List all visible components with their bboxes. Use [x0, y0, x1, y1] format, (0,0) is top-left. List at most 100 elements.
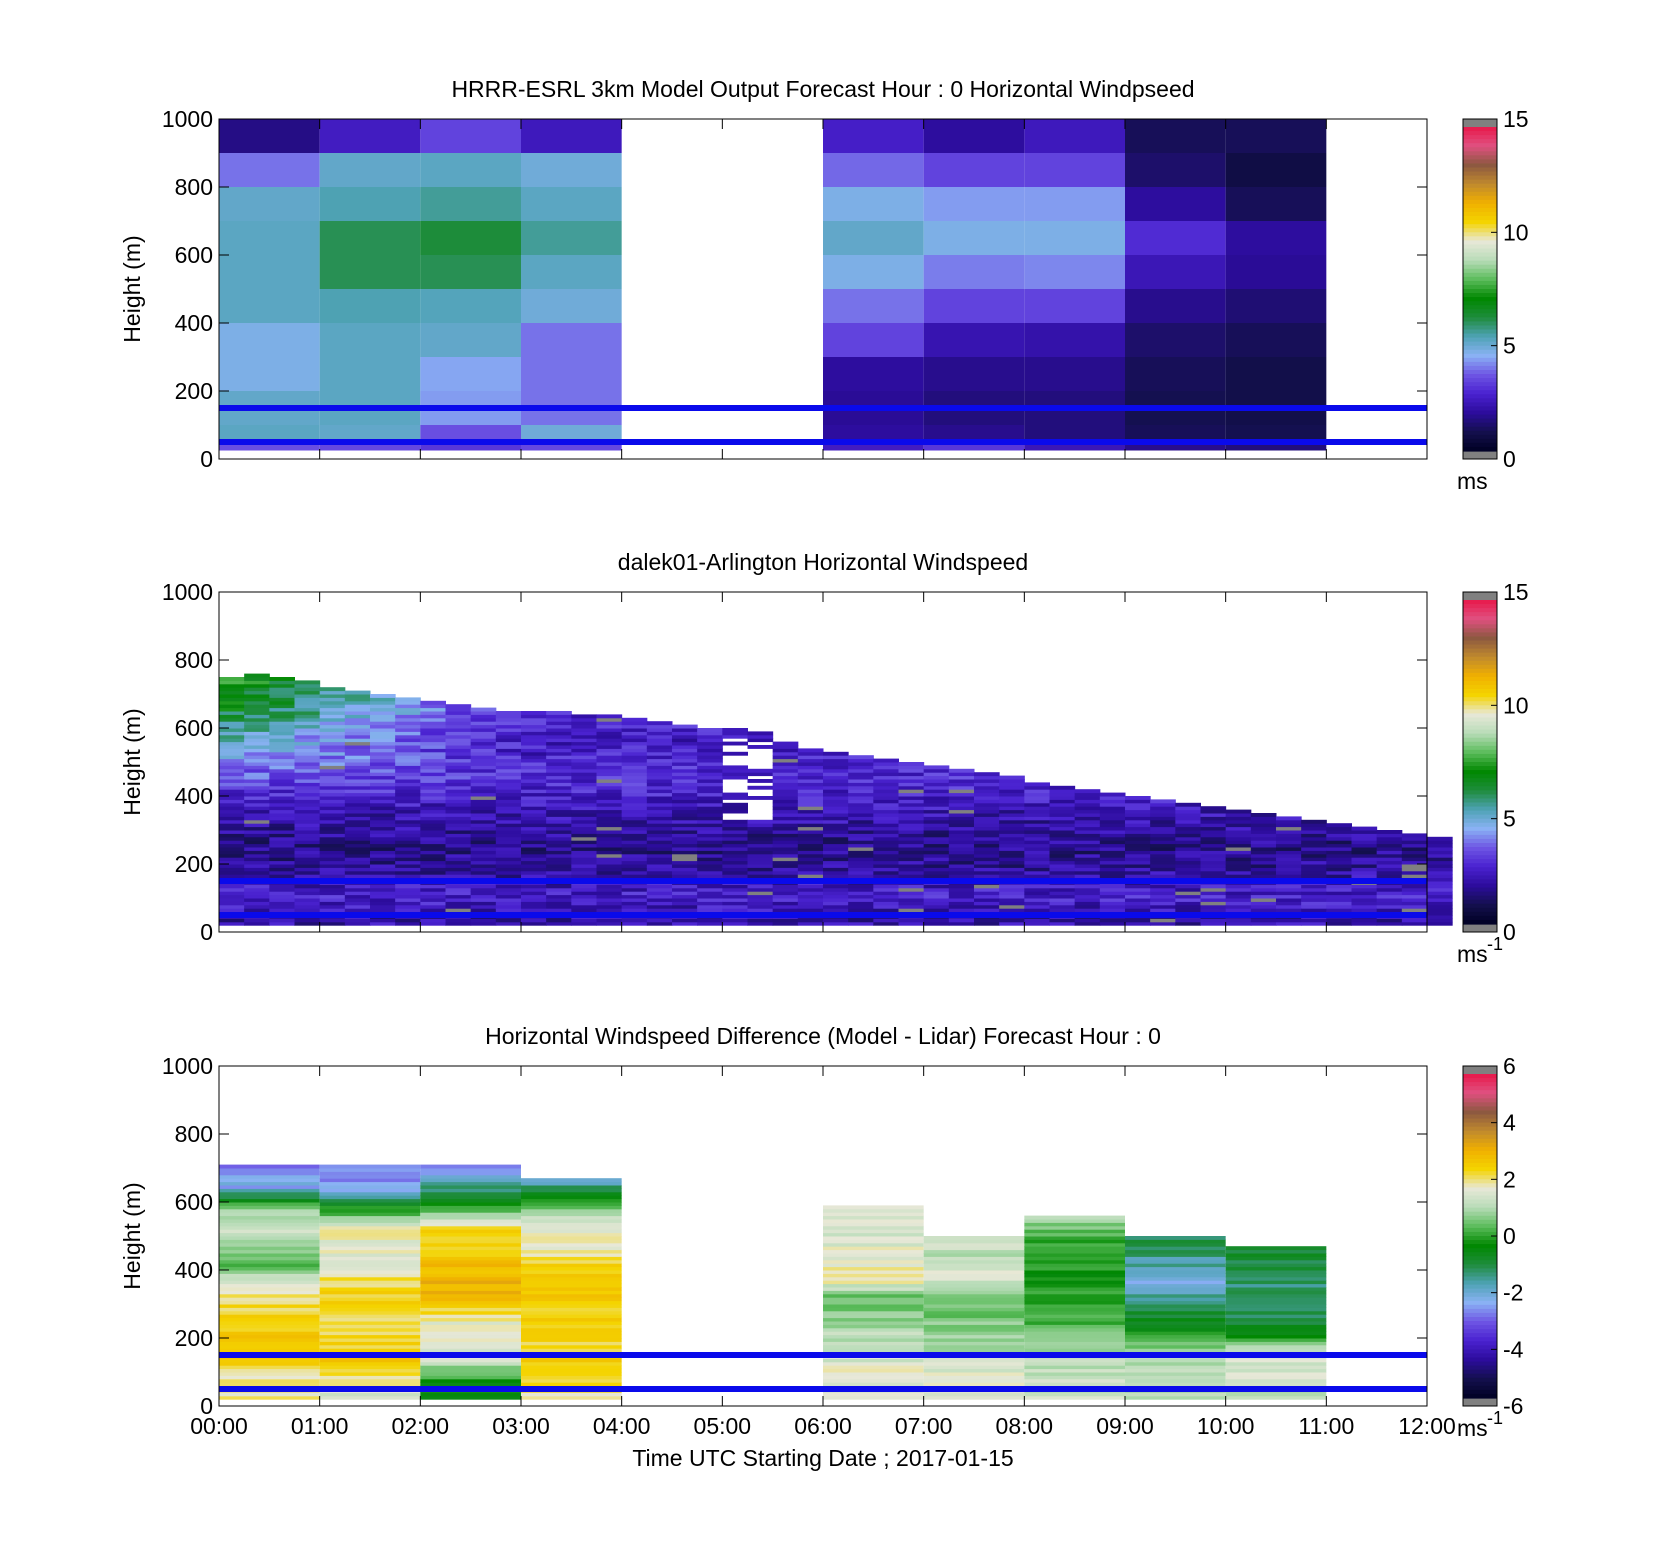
heatmap-cell: [420, 857, 446, 862]
heatmap-cell: [219, 704, 245, 709]
heatmap-cell: [420, 904, 446, 909]
heatmap-cell: [646, 860, 673, 865]
heatmap-cell: [370, 816, 396, 821]
heatmap-cell: [823, 1314, 924, 1319]
heatmap-cell: [395, 758, 421, 763]
heatmap-cell: [470, 853, 497, 858]
heatmap-cell: [1276, 840, 1302, 845]
heatmap-cell: [1024, 1287, 1125, 1291]
heatmap-cell: [1401, 870, 1428, 875]
heatmap-cell: [420, 1344, 521, 1349]
heatmap-cell: [873, 860, 899, 865]
heatmap-cell: [646, 741, 673, 746]
heatmap-cell: [244, 853, 270, 858]
heatmap-cell: [1024, 1358, 1125, 1363]
heatmap-cell: [923, 442, 1025, 451]
heatmap-cell: [772, 891, 799, 896]
heatmap-cell: [521, 1392, 622, 1397]
colorbar-segment: [1463, 1090, 1497, 1095]
heatmap-cell: [219, 758, 245, 763]
heatmap-cell: [1200, 840, 1227, 845]
heatmap-cell: [646, 806, 673, 811]
heatmap-cell: [571, 867, 597, 872]
heatmap-cell: [521, 711, 547, 715]
heatmap-cell: [571, 904, 597, 909]
heatmap-cell: [1200, 813, 1227, 817]
heatmap-cell: [823, 1375, 924, 1380]
heatmap-cell: [370, 751, 396, 756]
heatmap-cell: [646, 894, 673, 899]
heatmap-cell: [797, 789, 824, 794]
heatmap-cell: [848, 833, 874, 838]
heatmap-cell: [319, 704, 346, 709]
heatmap-cell: [420, 289, 521, 323]
y-tick-label: 600: [175, 1189, 213, 1215]
heatmap-cell: [999, 809, 1025, 814]
heatmap-cell: [1225, 1372, 1327, 1376]
heatmap-cell: [546, 734, 572, 739]
heatmap-cell: [873, 758, 899, 763]
heatmap-cell: [294, 860, 321, 865]
heatmap-cell: [420, 1219, 521, 1223]
heatmap-cell: [219, 1317, 320, 1322]
heatmap-cell: [1276, 884, 1302, 889]
heatmap-cell: [244, 840, 270, 845]
colorbar-segment: [1463, 301, 1497, 306]
heatmap-cell: [747, 768, 774, 773]
heatmap-cell: [823, 796, 849, 800]
heatmap-cell: [1401, 853, 1428, 858]
colorbar-segment: [1463, 252, 1497, 258]
heatmap-cell: [1150, 802, 1176, 807]
heatmap-cell: [923, 901, 950, 906]
heatmap-cell: [1074, 901, 1101, 906]
heatmap-cell: [797, 867, 824, 872]
heatmap-cell: [1125, 1249, 1226, 1254]
colorbar-segment: [1463, 337, 1497, 343]
heatmap-cell: [319, 1222, 421, 1227]
heatmap-cell: [1276, 853, 1302, 858]
heatmap-cell: [1351, 870, 1378, 875]
heatmap-cell: [772, 830, 799, 834]
heatmap-cell: [319, 187, 421, 221]
heatmap-cell: [999, 799, 1025, 804]
colorbar-segment: [1463, 855, 1497, 860]
heatmap-cell: [923, 853, 950, 858]
x-tick-label: 00:00: [190, 1413, 248, 1439]
heatmap-cell: [923, 1273, 1025, 1278]
x-tick-label: 04:00: [593, 1413, 651, 1439]
heatmap-cell: [898, 894, 925, 899]
heatmap-cell: [269, 717, 295, 722]
heatmap-cell: [269, 864, 295, 868]
heatmap-cell: [999, 833, 1025, 838]
heatmap-cell: [395, 864, 421, 868]
heatmap-cell: [344, 806, 371, 811]
heatmap-cell: [269, 775, 295, 780]
heatmap-cell: [521, 1212, 622, 1217]
heatmap-cell: [747, 833, 774, 838]
heatmap-cell: [898, 857, 925, 862]
heatmap-cell: [1024, 1283, 1125, 1288]
heatmap-cell: [1049, 843, 1076, 848]
heatmap-cell: [923, 833, 950, 838]
heatmap-cell: [672, 870, 698, 875]
heatmap-cell: [370, 755, 396, 760]
heatmap-cell: [672, 891, 698, 896]
heatmap-cell: [697, 755, 723, 760]
heatmap-cell: [697, 840, 723, 845]
heatmap-cell: [521, 1222, 622, 1227]
heatmap-cell: [1301, 884, 1327, 889]
heatmap-cell: [848, 758, 874, 763]
heatmap-cell: [370, 724, 396, 729]
heatmap-cell: [1225, 823, 1252, 828]
heatmap-cell: [1250, 870, 1277, 875]
colorbar-segment: [1463, 353, 1497, 359]
heatmap-cell: [571, 745, 597, 749]
heatmap-cell: [596, 789, 623, 794]
heatmap-cell: [1225, 860, 1252, 865]
heatmap-cell: [420, 1195, 521, 1200]
heatmap-cell: [420, 707, 446, 712]
colorbar-unit-superscript: -1: [1487, 1408, 1503, 1428]
colorbar-segment: [1463, 264, 1497, 270]
heatmap-cell: [219, 1310, 320, 1315]
